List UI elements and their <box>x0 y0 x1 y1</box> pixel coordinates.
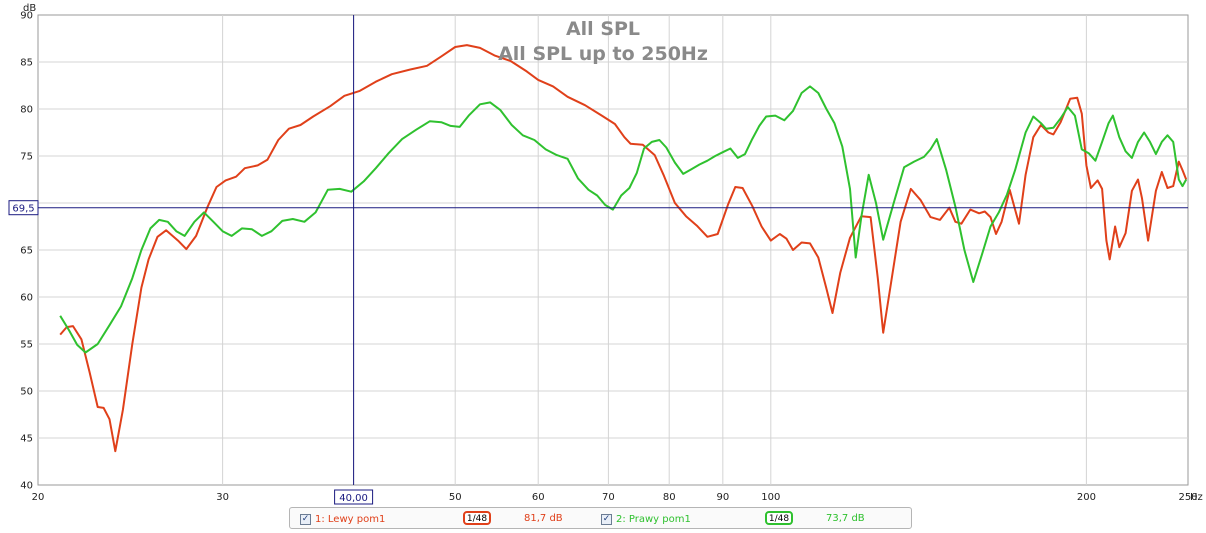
series-line-2 <box>59 85 1188 354</box>
x-axis-label: Hz <box>1190 492 1203 503</box>
series-1-name: 1: Lewy pom1 <box>315 513 386 525</box>
cursor-x-readout: 40,00 <box>339 493 368 504</box>
y-tick-label: 75 <box>20 152 33 163</box>
x-tick-label: 200 <box>1077 492 1096 503</box>
x-tick-label: 90 <box>716 492 729 503</box>
series-2-name: 2: Prawy pom1 <box>616 513 691 525</box>
y-tick-label: 90 <box>20 11 33 22</box>
cursor-y-readout: 69,5 <box>12 204 34 215</box>
y-tick-label: 45 <box>20 434 33 445</box>
cursor[interactable]: 40,00 69,5 <box>8 15 1188 505</box>
x-tick-label: 80 <box>663 492 676 503</box>
spl-chart: 20 30 50 60 70 80 90 100 200 250 40 45 50 55 60 65 75 80… <box>8 3 1203 505</box>
x-tick-label: 50 <box>449 492 462 503</box>
y-tick-label: 50 <box>20 387 33 398</box>
x-tick-label: 30 <box>216 492 229 503</box>
cursor-y-readout-box <box>8 200 39 216</box>
y-tick-label: 85 <box>20 58 33 69</box>
chart-subtitle: All SPL up to 250Hz <box>498 43 708 65</box>
x-tick-label: 20 <box>32 492 45 503</box>
y-axis-ticks: 40 45 50 55 60 65 75 80 85 90 <box>20 11 33 492</box>
x-tick-label: 70 <box>602 492 615 503</box>
legend: ✓ 1: Lewy pom1 1/48 81,7 dB ✓ 2: Prawy p… <box>289 507 912 529</box>
y-tick-label: 60 <box>20 293 33 304</box>
x-axis-ticks: 20 30 50 60 70 80 90 100 200 250 <box>32 492 1198 503</box>
cursor-x-readout-box <box>334 489 374 505</box>
x-tick-label: 60 <box>532 492 545 503</box>
x-tick-label: 100 <box>761 492 780 503</box>
y-tick-label: 40 <box>20 481 33 492</box>
series-line-1 <box>59 44 1188 453</box>
series-lines <box>59 44 1188 453</box>
y-tick-label: 55 <box>20 340 33 351</box>
legend-item-right: ✓ 2: Prawy pom1 <box>601 512 691 526</box>
series-1-cursor-value: 81,7 dB <box>524 513 563 524</box>
series-2-smoothing-badge[interactable]: 1/48 <box>765 511 793 525</box>
series-1-checkbox[interactable]: ✓ <box>300 513 311 525</box>
y-tick-label: 80 <box>20 105 33 116</box>
grid-y <box>38 61 1188 439</box>
series-2-checkbox[interactable]: ✓ <box>601 513 612 525</box>
y-tick-label: 65 <box>20 246 33 257</box>
legend-item-left: ✓ 1: Lewy pom1 <box>300 512 385 526</box>
y-axis-label: dB <box>23 3 36 14</box>
series-1-smoothing-badge[interactable]: 1/48 <box>463 511 491 525</box>
series-2-cursor-value: 73,7 dB <box>826 513 865 524</box>
chart-title: All SPL <box>566 18 640 40</box>
x-tick-label: 250 <box>1178 492 1197 503</box>
